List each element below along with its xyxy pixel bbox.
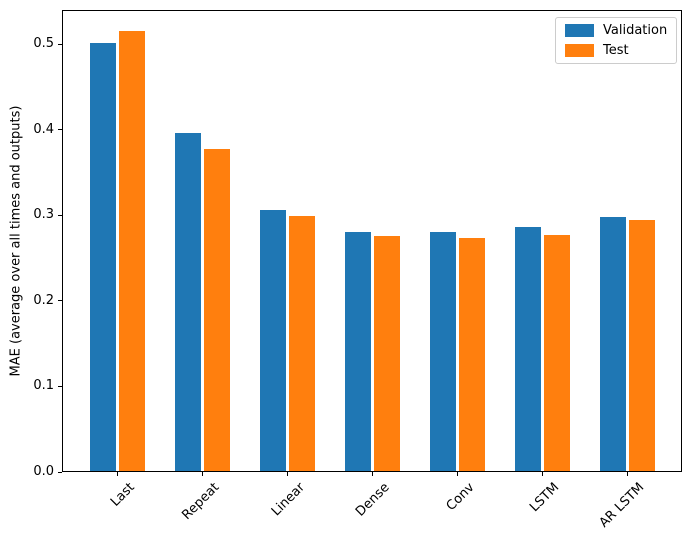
bar-test-linear	[288, 216, 315, 471]
x-tick-label: Conv	[443, 480, 478, 514]
x-tick-mark	[201, 472, 203, 476]
test-color-swatch	[565, 44, 594, 57]
x-tick-mark	[286, 472, 288, 476]
x-tick-label: AR LSTM	[596, 480, 648, 531]
plot-area	[62, 10, 682, 472]
bar-validation-conv	[429, 232, 456, 471]
bar-test-ar-lstm	[628, 220, 655, 471]
y-tick-mark	[58, 43, 62, 45]
y-tick-mark	[58, 471, 62, 473]
y-tick-label: 0.2	[33, 292, 54, 308]
bar-test-conv	[458, 238, 485, 471]
y-tick-mark	[58, 214, 62, 216]
legend-item-test: Test	[565, 44, 667, 57]
legend-label-test: Test	[603, 43, 629, 58]
x-tick-label: LSTM	[527, 480, 563, 516]
y-tick-label: 0.5	[33, 36, 54, 52]
bar-validation-last	[89, 43, 116, 471]
x-tick-mark	[541, 472, 543, 476]
bar-validation-lstm	[514, 227, 541, 471]
y-tick-label: 0.0	[33, 464, 54, 479]
validation-color-swatch	[565, 24, 594, 37]
legend-item-validation: Validation	[565, 24, 667, 37]
x-tick-label: Linear	[268, 480, 308, 520]
bar-test-dense	[373, 235, 400, 471]
x-tick-mark	[626, 472, 628, 476]
x-tick-label: Dense	[352, 480, 393, 520]
y-axis-label: MAE (average over all times and outputs)	[8, 105, 24, 377]
x-tick-mark	[371, 472, 373, 476]
y-tick-mark	[58, 300, 62, 302]
bar-validation-ar-lstm	[599, 217, 626, 471]
bar-validation-dense	[344, 231, 371, 471]
bar-test-last	[118, 30, 145, 471]
y-tick-label: 0.4	[33, 121, 54, 137]
x-tick-label: Repeat	[179, 480, 223, 523]
y-tick-label: 0.1	[33, 378, 54, 394]
bar-test-lstm	[543, 235, 570, 471]
x-tick-label: Last	[107, 480, 138, 510]
y-tick-mark	[58, 385, 62, 387]
x-tick-mark	[456, 472, 458, 476]
x-tick-mark	[116, 472, 118, 476]
bar-validation-repeat	[174, 133, 201, 471]
y-tick-label: 0.3	[33, 207, 54, 223]
bar-validation-linear	[259, 210, 286, 471]
y-tick-mark	[58, 129, 62, 131]
bar-test-repeat	[203, 149, 230, 471]
legend-label-validation: Validation	[603, 23, 668, 38]
legend: Validation Test	[555, 17, 678, 64]
